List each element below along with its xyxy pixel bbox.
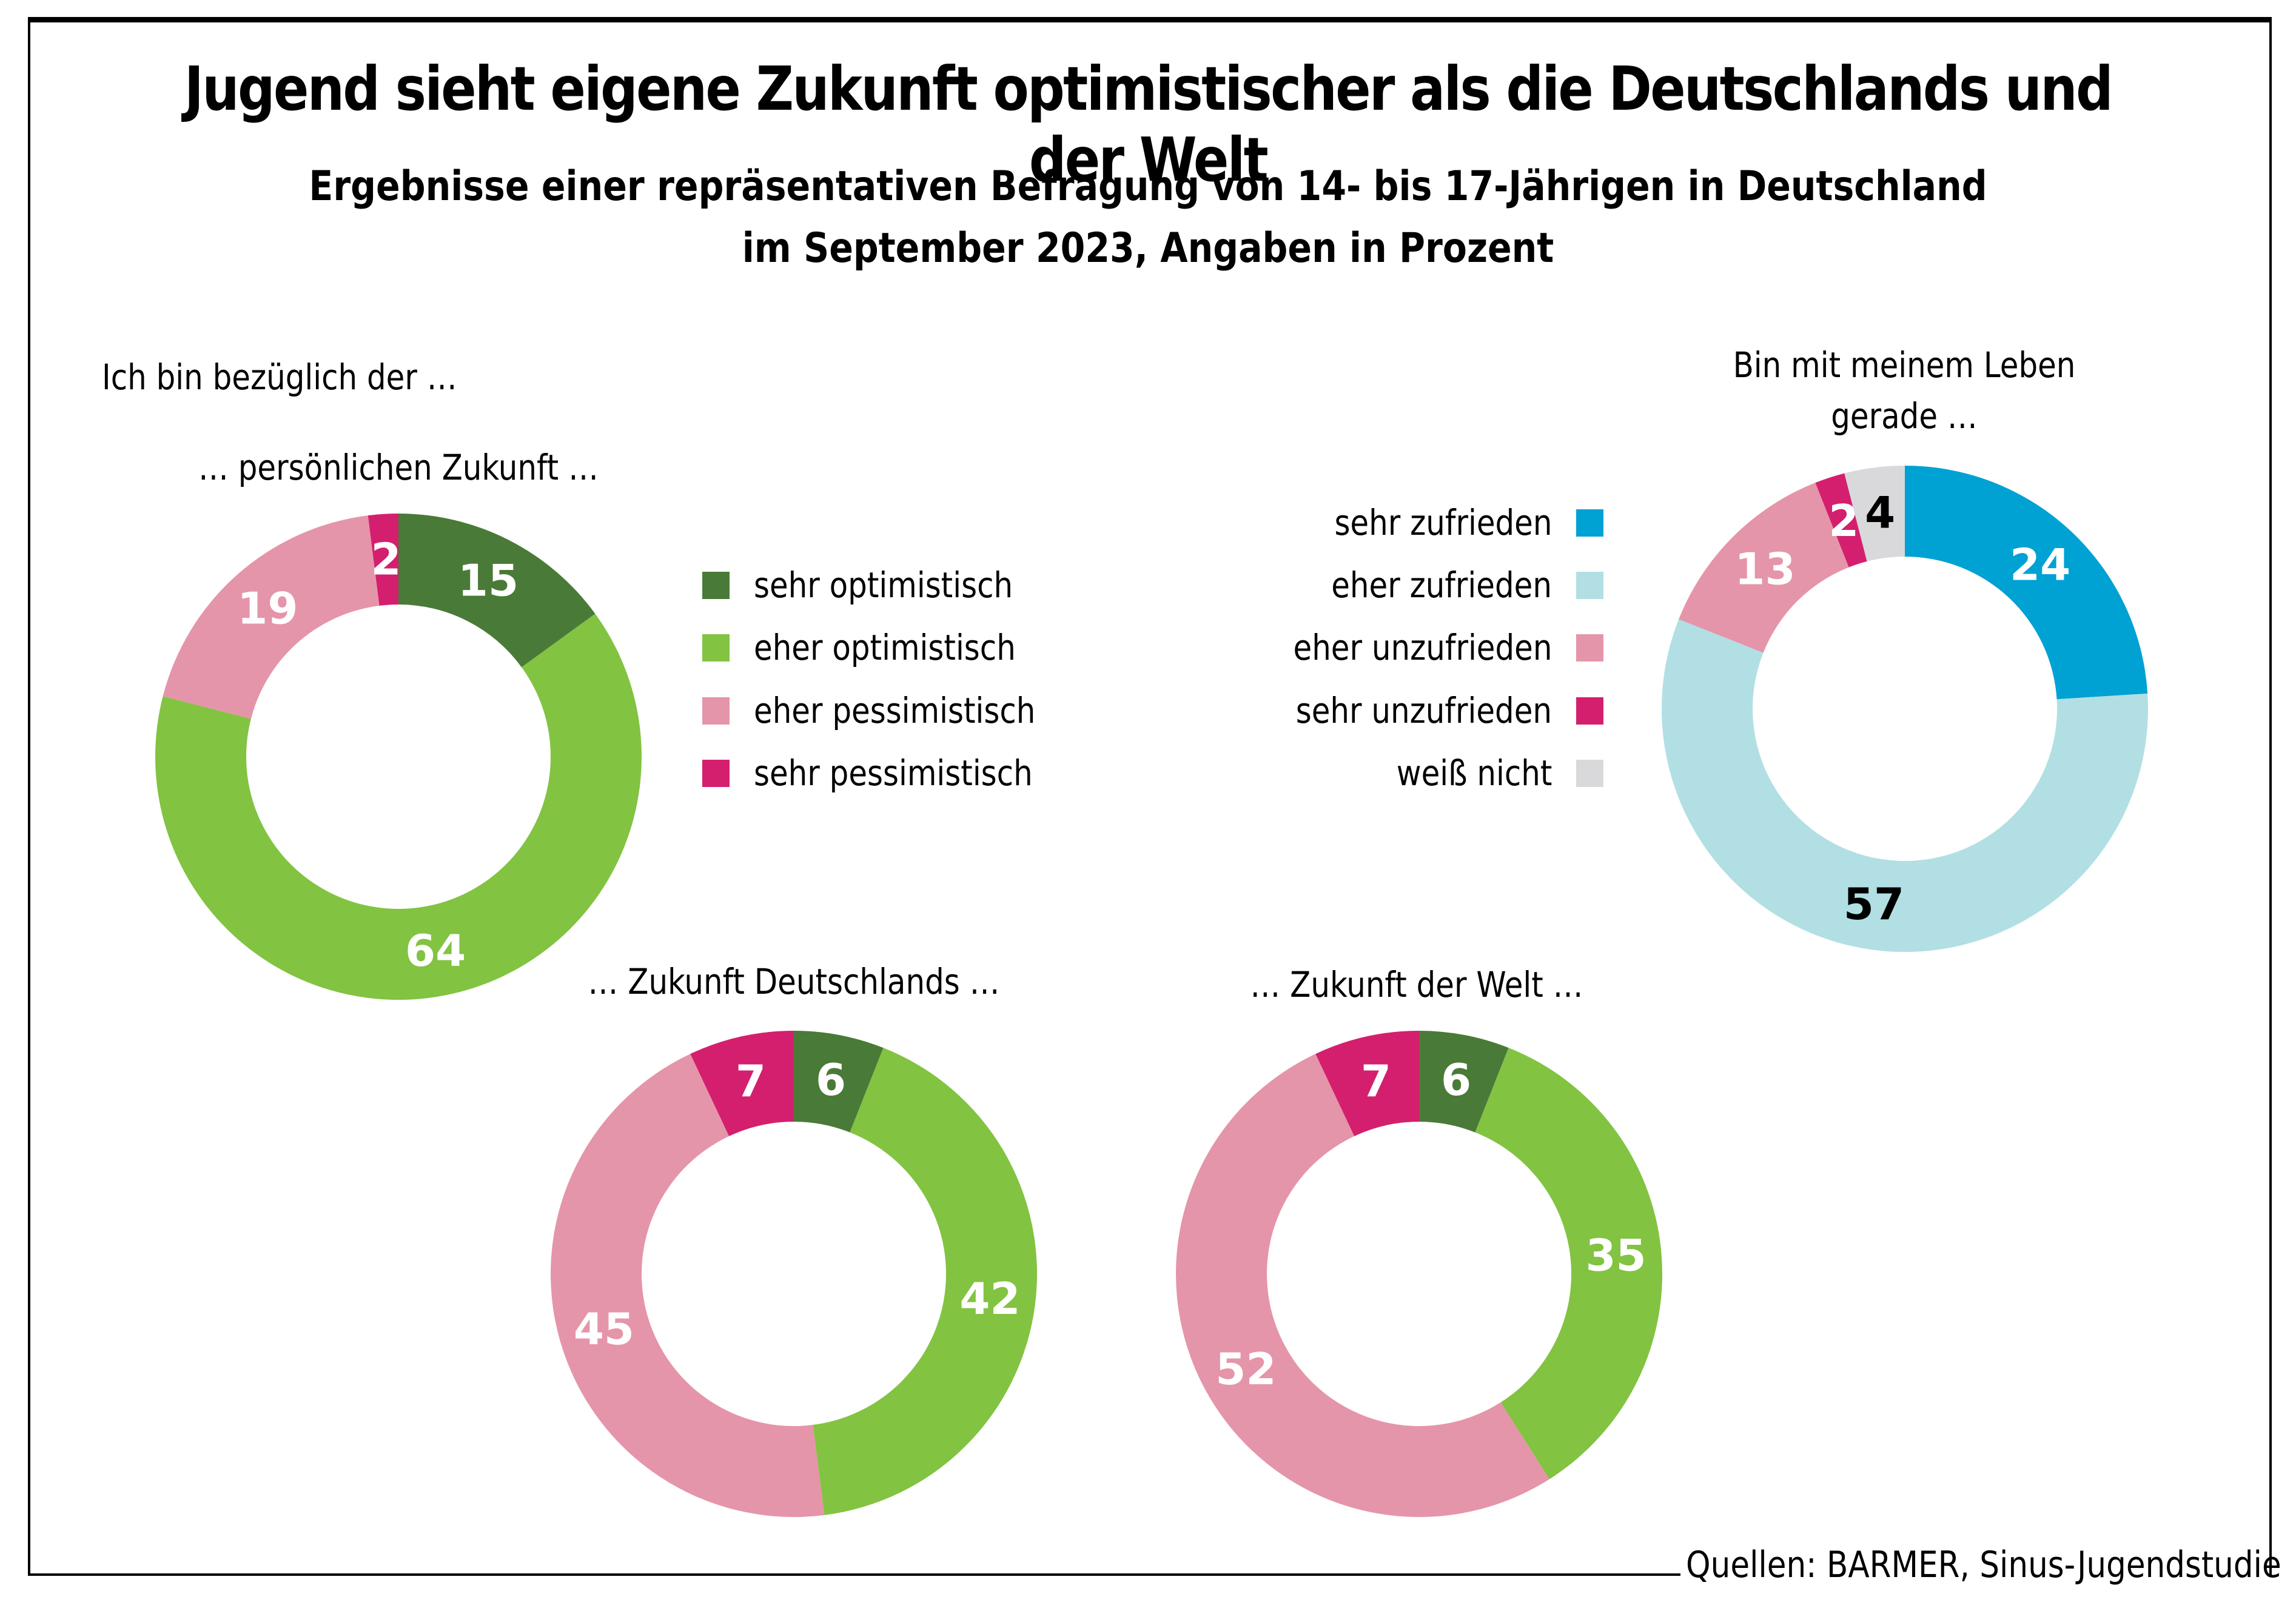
donut-value-label: 19	[237, 583, 298, 634]
donut-segment-sehr-pessimistisch	[1315, 1031, 1419, 1136]
legend-item-weiss-nicht: weiß nicht	[1371, 752, 1603, 794]
chart-frame	[28, 17, 2272, 1576]
source-note: Quellen: BARMER, Sinus-Jugendstudie	[1686, 1544, 2281, 1586]
chart-subtitle-line-2: im September 2023, Angaben in Prozent	[742, 224, 1554, 272]
donut-personal-future: 15 64 19 2	[155, 514, 642, 1000]
donut-segment-eher-pessimistisch	[551, 1054, 825, 1517]
donut-value-label: 15	[458, 555, 519, 606]
legend-item-sehr-zufrieden: sehr zufrieden	[1299, 502, 1603, 543]
donut-future-world: 6 35 52 7	[1175, 1031, 1662, 1518]
donut-title-life-line-2: gerade …	[1831, 395, 1978, 437]
donut-segment-eher-optimistisch	[813, 1048, 1037, 1515]
donut-title-world: … Zukunft der Welt …	[1250, 964, 1583, 1005]
donut-segment-sehr-pessimistisch	[368, 514, 398, 606]
legend-swatch	[702, 697, 730, 725]
intro-label: Ich bin bezüglich der …	[102, 357, 457, 398]
donut-segment-sehr-optimistisch	[398, 514, 596, 668]
legend-swatch	[702, 759, 730, 787]
frame-bottom-rule	[28, 1573, 1680, 1576]
legend-swatch	[702, 571, 730, 599]
legend-swatch	[702, 634, 730, 661]
donut-segment-sehr-optimistisch	[1419, 1031, 1509, 1133]
donut-value-label: 4	[1865, 487, 1895, 538]
donut-segment-sehr-zufrieden	[1905, 466, 2148, 700]
legend-label: sehr pessimistisch	[754, 752, 1033, 794]
legend-label: eher zufrieden	[1331, 564, 1552, 606]
legend-swatch	[1576, 571, 1603, 599]
donut-segment-sehr-optimistisch	[794, 1031, 884, 1133]
legend-swatch	[1576, 509, 1603, 537]
legend-label: sehr zufrieden	[1334, 502, 1552, 543]
legend-label: weiß nicht	[1396, 752, 1552, 794]
donut-segment-eher-zufrieden	[1662, 619, 2148, 952]
donut-value-label: 45	[574, 1304, 634, 1355]
donut-segment-eher-pessimistisch	[1175, 1054, 1549, 1518]
donut-value-label: 42	[959, 1273, 1020, 1324]
donut-value-label: 7	[736, 1056, 766, 1107]
legend-swatch	[1576, 697, 1603, 725]
legend-label: eher pessimistisch	[754, 690, 1036, 731]
donut-segment-eher-optimistisch	[1475, 1048, 1662, 1479]
legend-item-eher-unzufrieden: eher unzufrieden	[1251, 627, 1603, 668]
donut-value-label: 6	[816, 1054, 846, 1105]
legend-label: sehr optimistisch	[754, 564, 1013, 606]
legend-item-sehr-unzufrieden: sehr unzufrieden	[1254, 690, 1603, 731]
donut-value-label: 57	[1844, 879, 1904, 929]
donut-value-label: 24	[2010, 539, 2070, 590]
donut-segment-sehr-pessimistisch	[690, 1031, 794, 1136]
donut-segment-eher-unzufrieden	[1679, 483, 1849, 653]
chart-subtitle-line-1: Ergebnisse einer repräsentativen Befragu…	[309, 162, 1987, 210]
donut-value-label: 7	[1361, 1056, 1391, 1107]
legend-item-eher-pessimistisch: eher pessimistisch	[702, 690, 1081, 731]
donut-title-germany: … Zukunft Deutschlands …	[588, 961, 1000, 1002]
donut-segment-eher-optimistisch	[155, 614, 642, 1000]
donut-value-label: 35	[1585, 1230, 1646, 1281]
donut-title-personal: … persönlichen Zukunft …	[198, 447, 599, 488]
donut-segment-sehr-unzufrieden	[1815, 473, 1867, 568]
donut-value-label: 52	[1215, 1344, 1276, 1395]
legend-label: eher unzufrieden	[1293, 627, 1552, 668]
donut-segment-eher-pessimistisch	[163, 515, 380, 719]
donut-segment-wei-nicht	[1844, 466, 1905, 561]
donut-title-life-line-1: Bin mit meinem Leben	[1733, 344, 2076, 386]
legend-label: sehr unzufrieden	[1295, 690, 1552, 731]
chart-title: Jugend sieht eigene Zukunft optimistisch…	[184, 53, 2113, 195]
legend-item-eher-zufrieden: eher zufrieden	[1295, 564, 1603, 606]
donut-value-label: 2	[371, 534, 401, 585]
donut-value-label: 13	[1734, 543, 1795, 594]
legend-label: eher optimistisch	[754, 627, 1016, 668]
legend-swatch	[1576, 759, 1603, 787]
donut-value-label: 64	[405, 925, 466, 976]
donut-future-germany: 6 42 45 7	[551, 1031, 1037, 1517]
legend-item-sehr-optimistisch: sehr optimistisch	[702, 564, 1055, 606]
legend-swatch	[1576, 634, 1603, 661]
donut-value-label: 6	[1441, 1054, 1471, 1105]
legend-item-eher-optimistisch: eher optimistisch	[702, 627, 1058, 668]
legend-item-sehr-pessimistisch: sehr pessimistisch	[702, 752, 1078, 794]
